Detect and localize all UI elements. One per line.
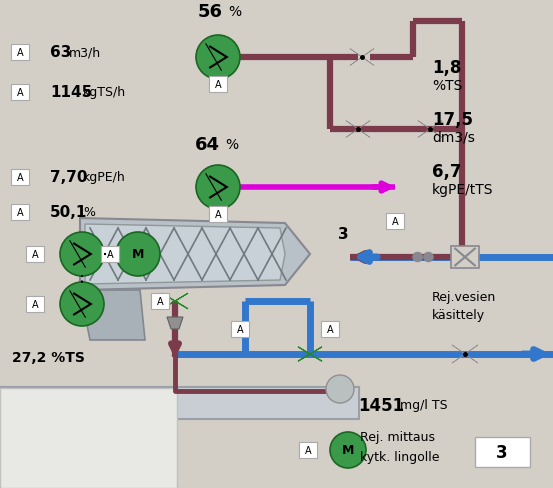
Polygon shape <box>85 224 285 285</box>
Text: 50,1: 50,1 <box>50 205 87 220</box>
Polygon shape <box>350 49 374 66</box>
Text: A: A <box>17 173 23 183</box>
Text: kgTS/h: kgTS/h <box>83 86 126 99</box>
Text: mg/l TS: mg/l TS <box>400 399 447 412</box>
Circle shape <box>116 232 160 276</box>
FancyBboxPatch shape <box>475 437 530 467</box>
Text: %: % <box>228 5 241 19</box>
Text: m3/h: m3/h <box>69 46 101 60</box>
Polygon shape <box>346 122 370 138</box>
FancyBboxPatch shape <box>231 321 249 337</box>
FancyBboxPatch shape <box>209 77 227 93</box>
FancyBboxPatch shape <box>11 169 29 186</box>
Text: A: A <box>305 445 311 455</box>
Text: A: A <box>107 249 113 260</box>
Text: A: A <box>215 209 221 220</box>
Circle shape <box>196 36 240 80</box>
Circle shape <box>330 432 366 468</box>
FancyBboxPatch shape <box>26 246 44 263</box>
Text: käsittely: käsittely <box>432 309 485 322</box>
Text: kgPE/tTS: kgPE/tTS <box>432 183 493 197</box>
Polygon shape <box>298 347 322 362</box>
Text: 1451: 1451 <box>358 396 404 414</box>
Text: M: M <box>342 444 354 457</box>
FancyBboxPatch shape <box>299 442 317 458</box>
Circle shape <box>60 283 104 326</box>
Text: 6,7: 6,7 <box>432 163 462 181</box>
FancyBboxPatch shape <box>26 296 44 312</box>
Polygon shape <box>80 290 145 340</box>
FancyBboxPatch shape <box>11 85 29 101</box>
Text: 63: 63 <box>50 45 71 61</box>
Text: dm3/s: dm3/s <box>432 131 475 145</box>
Polygon shape <box>80 219 310 290</box>
Text: 56: 56 <box>198 3 223 21</box>
FancyBboxPatch shape <box>451 246 479 269</box>
Text: 3: 3 <box>338 227 348 242</box>
Text: 3: 3 <box>496 443 508 461</box>
Circle shape <box>196 165 240 209</box>
Text: 7,70: 7,70 <box>50 170 87 185</box>
Text: A: A <box>32 299 38 309</box>
Text: 64: 64 <box>195 136 220 154</box>
FancyBboxPatch shape <box>386 213 404 230</box>
FancyBboxPatch shape <box>151 293 169 309</box>
Polygon shape <box>418 122 442 138</box>
Text: %: % <box>83 206 95 219</box>
Text: A: A <box>392 217 398 226</box>
Text: A: A <box>17 207 23 218</box>
Text: A: A <box>17 48 23 58</box>
FancyBboxPatch shape <box>0 387 359 419</box>
Text: A: A <box>215 80 221 90</box>
Text: A: A <box>32 249 38 260</box>
FancyBboxPatch shape <box>11 45 29 61</box>
Text: Rej.vesien: Rej.vesien <box>432 291 496 304</box>
Text: A: A <box>327 325 333 334</box>
Text: 1145: 1145 <box>50 85 92 101</box>
Text: 17,5: 17,5 <box>432 111 473 129</box>
Circle shape <box>424 252 434 263</box>
Polygon shape <box>350 49 374 66</box>
Text: A: A <box>156 296 163 306</box>
Polygon shape <box>298 347 322 362</box>
Circle shape <box>326 375 354 403</box>
FancyBboxPatch shape <box>101 246 119 263</box>
Text: A: A <box>17 88 23 98</box>
Text: %TS: %TS <box>432 79 462 93</box>
FancyBboxPatch shape <box>209 206 227 223</box>
Polygon shape <box>346 122 370 138</box>
Text: A: A <box>237 325 243 334</box>
Text: 1,8: 1,8 <box>432 59 461 77</box>
Text: Rej. mittaus: Rej. mittaus <box>360 430 435 444</box>
FancyBboxPatch shape <box>321 321 339 337</box>
FancyBboxPatch shape <box>11 204 29 221</box>
FancyBboxPatch shape <box>0 388 177 488</box>
Text: M: M <box>132 248 144 261</box>
Circle shape <box>60 232 104 276</box>
Text: kytk. lingolle: kytk. lingolle <box>360 450 440 464</box>
Circle shape <box>413 252 422 263</box>
Text: 27,2 %TS: 27,2 %TS <box>12 350 85 364</box>
Polygon shape <box>452 345 478 364</box>
Polygon shape <box>452 345 478 364</box>
Polygon shape <box>418 122 442 138</box>
Polygon shape <box>162 294 188 309</box>
Polygon shape <box>162 294 188 309</box>
Text: %: % <box>225 138 238 152</box>
Text: kgPE/h: kgPE/h <box>83 171 126 184</box>
Polygon shape <box>167 317 183 329</box>
